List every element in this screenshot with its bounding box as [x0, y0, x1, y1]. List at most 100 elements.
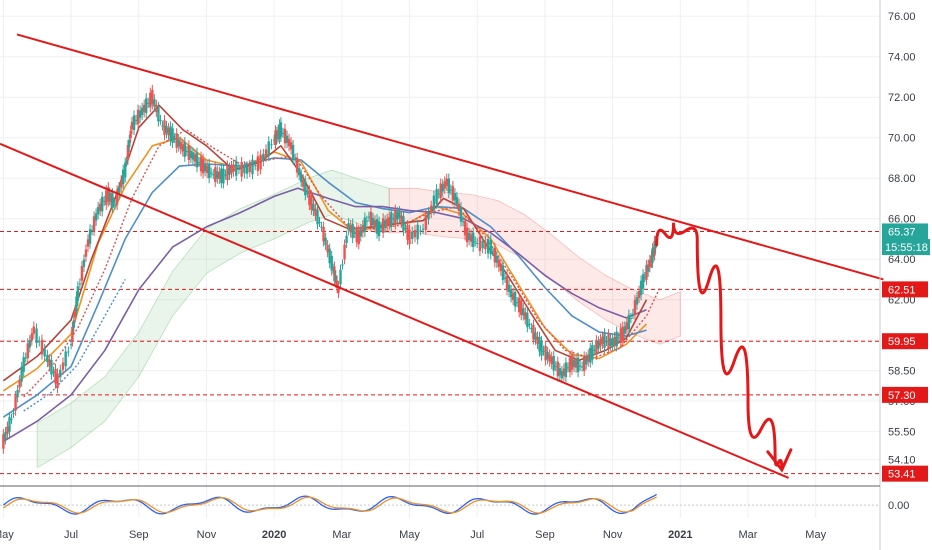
candle-body [613, 336, 616, 345]
indicator-line [2, 157, 647, 418]
candle-body [274, 130, 277, 145]
candle-body [130, 121, 134, 130]
candle-body [411, 231, 414, 239]
candle-body [125, 161, 128, 163]
price-tag-box [882, 465, 928, 482]
candle-body [335, 280, 339, 288]
candle-body [272, 139, 276, 141]
candle-body [193, 154, 197, 162]
candle-body [281, 132, 285, 134]
candle-body [633, 300, 637, 315]
candle-body [627, 314, 631, 330]
candle-body [355, 227, 358, 243]
candle-body [503, 277, 507, 279]
x-tick-label: Sep [129, 529, 149, 541]
candle-body [295, 157, 299, 173]
candle-body [471, 232, 475, 248]
candle-body [365, 220, 369, 222]
candle-body [228, 167, 231, 175]
candle-body [574, 360, 578, 368]
candle-body [593, 349, 596, 351]
candle-body [4, 432, 7, 440]
candle-body [308, 190, 311, 205]
candle-body [526, 312, 529, 328]
candle-body [220, 168, 223, 184]
candle-body [609, 338, 612, 346]
candle-body [580, 366, 584, 368]
candle-body [122, 169, 125, 185]
candle-body [73, 310, 77, 318]
candle-body [69, 344, 73, 346]
candle-body [298, 168, 301, 176]
candle-body [264, 149, 268, 157]
candle-body [524, 312, 527, 320]
candle-body [167, 127, 170, 136]
candle-body [6, 426, 9, 434]
candle-body [132, 115, 136, 131]
candle-body [455, 196, 459, 205]
candle-body [67, 351, 70, 353]
candle-body [465, 227, 469, 243]
candle-body [86, 239, 90, 247]
candle-body [18, 380, 21, 388]
price-tag-label: 62.51 [888, 284, 916, 296]
candle-body [578, 365, 582, 367]
candle-body [107, 187, 110, 202]
y-tick-label: 68.00 [888, 173, 916, 185]
candle-body [287, 138, 291, 147]
candle-body [145, 98, 148, 113]
candle-body [544, 345, 547, 361]
candle-body [528, 324, 531, 325]
candle-body [278, 124, 281, 139]
candle-body [72, 320, 75, 328]
candle-body [489, 239, 492, 255]
candle-body [392, 218, 395, 220]
candle-body [248, 164, 251, 173]
candle-body [136, 109, 140, 125]
candle-body [635, 297, 639, 305]
candle-body [90, 230, 94, 232]
candle-body [191, 152, 195, 160]
price-tag-label: 53.41 [888, 469, 916, 481]
candle-body [26, 343, 29, 359]
candle-body [312, 203, 315, 212]
x-tick-label: Mar [332, 529, 351, 541]
candle-body [155, 104, 158, 113]
candle-body [189, 150, 193, 158]
candle-body [128, 139, 131, 148]
candle-body [587, 354, 590, 362]
candle-body [142, 104, 146, 113]
candle-body [254, 165, 257, 167]
candle-body [38, 341, 41, 343]
y-tick-label: 72.00 [888, 92, 916, 104]
x-axis: May Jul Sep Nov 2020 Mar May Jul Sep Nov 2021 Mar Ma… [0, 529, 827, 541]
price-tag-box [882, 223, 928, 240]
candle-body [617, 337, 620, 339]
candle-body [183, 142, 186, 157]
candle-body [371, 217, 375, 226]
candle-body [216, 171, 219, 179]
candle-body [159, 119, 162, 121]
candle-body [275, 132, 279, 140]
candle-body [388, 217, 391, 225]
candle-body [396, 212, 399, 220]
candle-body [511, 292, 515, 301]
candle-body [467, 232, 471, 241]
candle-body [75, 296, 78, 312]
candle-body [357, 229, 360, 245]
y-tick-label: 62.00 [888, 295, 916, 307]
candle-body [421, 228, 425, 230]
candle-body [413, 230, 417, 238]
candle-body [445, 178, 448, 186]
candle-body [149, 92, 152, 108]
candle-body [105, 190, 108, 205]
candle-body [262, 153, 265, 162]
candle-body [505, 275, 509, 291]
candle-body [98, 203, 102, 212]
candle-body [8, 417, 11, 432]
candle-body [96, 206, 100, 215]
candle-body [251, 159, 254, 175]
x-tick-label: Mar [739, 529, 758, 541]
x-tick-label: 2021 [668, 529, 692, 541]
